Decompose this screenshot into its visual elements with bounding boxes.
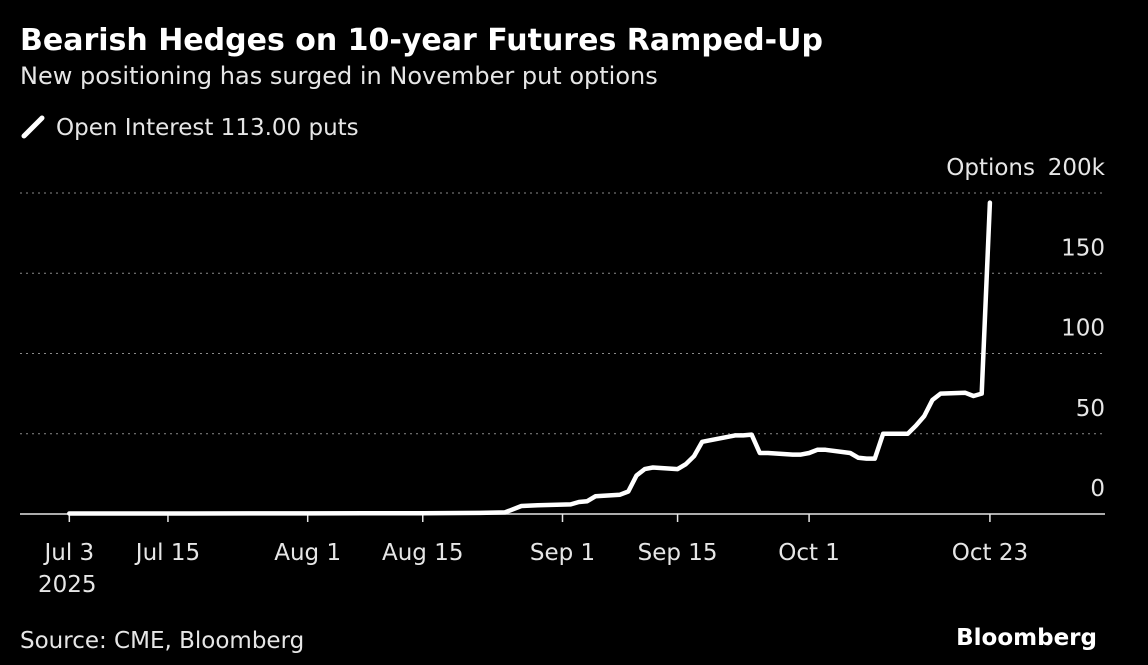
y-tick-label: 0	[1090, 476, 1105, 502]
legend-swatch	[21, 115, 45, 139]
y-tick-label: 150	[1061, 235, 1105, 261]
x-tick-label: Oct 23	[952, 540, 1028, 566]
brand: Bloomberg	[956, 625, 1097, 651]
series-line	[67, 200, 993, 516]
x-tick-label: Jul 15	[134, 540, 200, 566]
y-tick-label: 200k	[1048, 155, 1106, 181]
x-tick-label: Aug 1	[274, 540, 341, 566]
x-tick-label: Sep 1	[530, 540, 595, 566]
chart-title: Bearish Hedges on 10-year Futures Ramped…	[20, 23, 823, 58]
chart-subtitle: New positioning has surged in November p…	[20, 62, 658, 90]
y-tick-label: 50	[1076, 396, 1105, 422]
x-tick-label: Sep 15	[638, 540, 718, 566]
y-tick-label: 100	[1061, 316, 1105, 342]
source: Source: CME, Bloomberg	[20, 628, 304, 654]
x-tick-label: Jul 3	[42, 540, 94, 566]
x-year-label: 2025	[38, 572, 97, 598]
y-axis-label: Options	[946, 155, 1035, 181]
x-tick-label: Aug 15	[382, 540, 464, 566]
x-tick-label: Oct 1	[778, 540, 840, 566]
legend-label: Open Interest 113.00 puts	[56, 115, 359, 141]
